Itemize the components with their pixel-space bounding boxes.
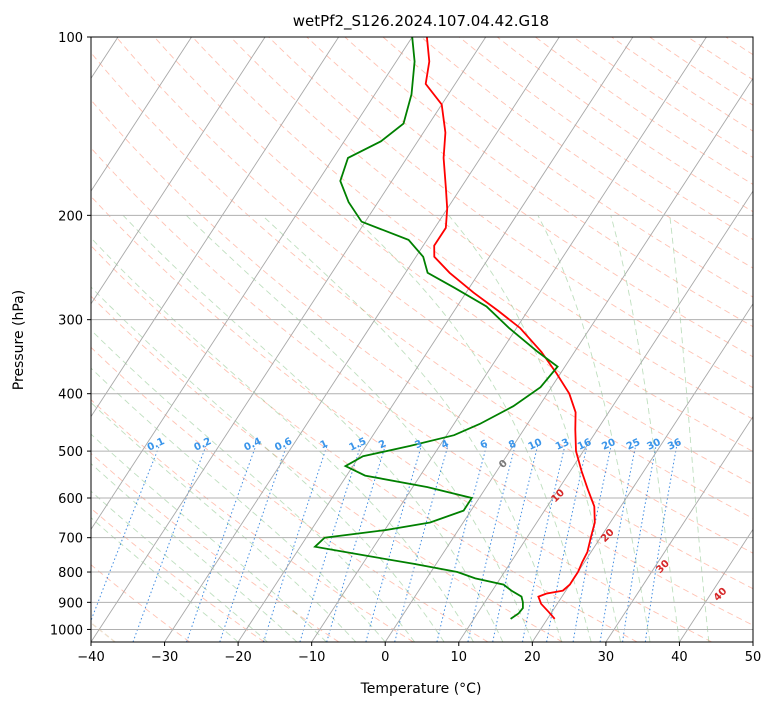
mixing-ratio-label: 30 [645, 437, 662, 453]
moist-adiabat [122, 214, 504, 642]
y-tick-label: 500 [58, 445, 83, 460]
y-axis: 100 200 300 400 500 600 700 800 900 1000 [50, 31, 91, 638]
y-tick-label: 700 [58, 532, 83, 547]
mixing-ratio-label: 36 [666, 437, 683, 453]
x-axis-label: Temperature (°C) [360, 681, 482, 697]
y-axis-label: Pressure (hPa) [11, 290, 27, 390]
isotherm [91, 37, 340, 418]
isotherm [91, 37, 266, 305]
moist-adiabat [91, 329, 415, 642]
isotherm [311, 37, 707, 642]
mixing-ratio-line [622, 445, 657, 642]
isotherm [91, 37, 192, 192]
moist-adiabat [537, 215, 651, 642]
mixing-ratio-line [467, 445, 516, 642]
x-tick-label: −10 [298, 650, 325, 665]
x-axis: −40 −30 −20 −10 0 10 20 30 40 50 [77, 642, 761, 665]
mixing-ratio-line [546, 445, 588, 642]
isotherm [458, 190, 753, 642]
isotherm [605, 415, 753, 642]
dry-adiabat [306, 37, 753, 358]
mixing-ratio-line [644, 445, 678, 642]
mixing-ratio-label: 8 [507, 438, 518, 451]
isotherm [237, 37, 634, 642]
moist-adiabat [91, 401, 357, 642]
moist-adiabat [351, 214, 592, 642]
mixing-ratio-line [572, 445, 612, 642]
mixing-ratio-line [263, 445, 328, 642]
x-tick-label: 50 [745, 650, 762, 665]
moist-adiabat [261, 214, 563, 642]
y-tick-label: 900 [58, 596, 83, 611]
dry-adiabat [91, 295, 563, 642]
dry-adiabat [91, 346, 489, 642]
dry-adiabat [91, 147, 753, 626]
isotherm [91, 37, 413, 531]
mixing-ratio-label: 20 [600, 437, 617, 453]
y-tick-label: 100 [58, 31, 83, 46]
x-tick-label: 30 [598, 650, 615, 665]
mixing-ratio-line [436, 445, 488, 642]
mixing-ratio-line [326, 445, 386, 642]
moist-adiabat [185, 214, 533, 642]
mixing-ratio-label: 6 [479, 438, 490, 451]
dry-adiabat [382, 37, 753, 298]
x-tick-label: 10 [451, 650, 468, 665]
moist-adiabat [610, 215, 680, 642]
mixing-ratio-line [522, 445, 566, 642]
mixing-ratio-label: 25 [625, 437, 642, 453]
x-tick-label: 20 [524, 650, 541, 665]
dry-adiabat [91, 99, 753, 590]
dry-adiabat [115, 37, 753, 519]
x-tick-label: 0 [381, 650, 389, 665]
mixing-ratio-label: 4 [440, 438, 451, 451]
moist-adiabat [91, 433, 327, 642]
isotherm [91, 37, 487, 642]
mixing-ratio-label: 2 [377, 438, 388, 451]
mixing-ratio-line [492, 445, 539, 642]
x-tick-label: −30 [151, 650, 178, 665]
sounding-line [424, 37, 596, 620]
chart-title: wetPf2_S126.2024.107.04.42.G18 [293, 12, 549, 31]
y-tick-label: 1000 [50, 623, 83, 638]
moist-adiabat [448, 215, 622, 642]
y-tick-label: 800 [58, 566, 83, 581]
profile-lines [313, 37, 596, 620]
y-tick-label: 300 [58, 314, 83, 329]
moist-adiabat [91, 462, 298, 642]
mixing-ratio-label: 1 [319, 438, 330, 451]
mixing-ratio-line [132, 445, 207, 642]
isotherm [531, 302, 753, 642]
isotherm [679, 528, 753, 642]
x-tick-label: 40 [671, 650, 688, 665]
isotherm [384, 77, 753, 642]
plot-frame [90, 36, 754, 643]
background-lines [91, 37, 753, 642]
moist-adiabat [91, 286, 445, 642]
x-tick-label: −20 [224, 650, 251, 665]
mixing-ratio-line [599, 445, 637, 642]
sounding-line [313, 37, 559, 620]
mixing-ratio-label: 16 [576, 437, 593, 453]
mixing-ratio-label: 10 [527, 437, 544, 453]
y-tick-label: 600 [58, 492, 83, 507]
x-tick-label: −40 [77, 650, 104, 665]
dry-adiabat [344, 37, 753, 328]
dry-adiabat [91, 507, 265, 642]
mixing-ratio-line [186, 445, 257, 642]
moist-adiabat [91, 237, 474, 642]
moist-adiabat [669, 215, 710, 642]
y-tick-label: 400 [58, 388, 83, 403]
isotherm [164, 37, 560, 642]
mixing-ratio-label: 3 [413, 438, 424, 451]
dry-adiabat [192, 37, 753, 453]
mixing-ratio-line [299, 445, 362, 642]
mixing-ratio-line [365, 445, 422, 642]
mixing-ratio-label: 13 [554, 437, 571, 453]
dry-adiabat [154, 37, 753, 486]
mixing-ratio-line [219, 445, 287, 642]
y-tick-label: 200 [58, 209, 83, 224]
moist-adiabat [91, 367, 386, 642]
